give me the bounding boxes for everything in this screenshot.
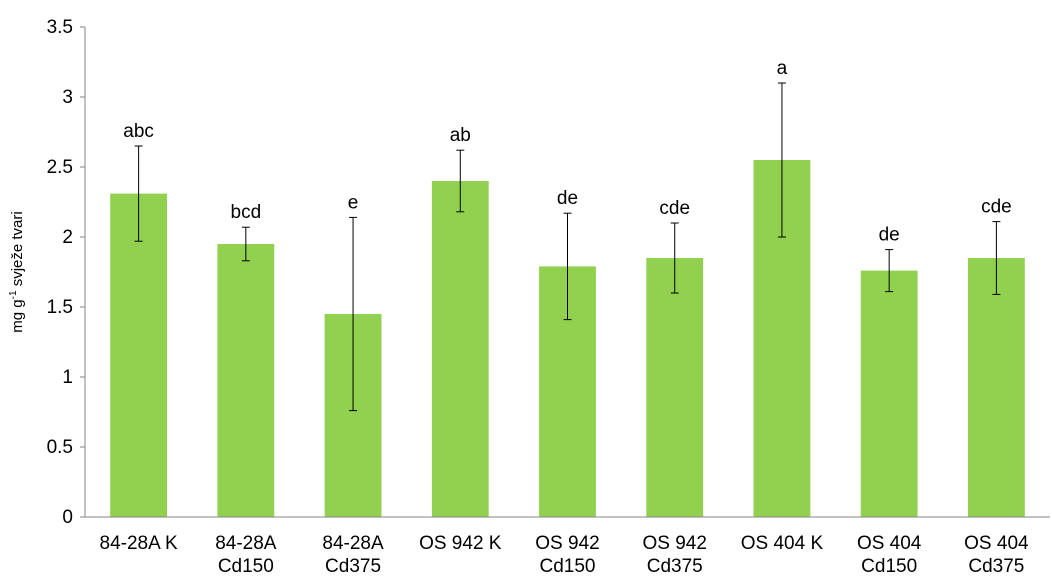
error-bar	[777, 82, 786, 238]
category-label-line: OS 404 K	[741, 533, 824, 554]
category-label-line: 84-28A K	[100, 533, 178, 554]
y-tick-label: 2.5	[47, 157, 73, 178]
y-tick-label: 3.5	[47, 17, 73, 38]
significance-label: bcd	[231, 202, 262, 223]
significance-label: cde	[659, 198, 690, 219]
significance-label: a	[777, 58, 788, 79]
significance-label: e	[348, 192, 359, 213]
bar	[110, 193, 168, 517]
bar	[646, 258, 704, 517]
category-label-line: OS 404	[857, 533, 922, 554]
category-label: OS 942 Cd150	[535, 533, 599, 576]
y-tick-label: 0	[62, 507, 73, 528]
category-label-line: Cd150	[540, 556, 596, 576]
bars	[110, 160, 1025, 517]
category-label-line: Cd375	[325, 556, 381, 576]
significance-labels: abc bcd e ab de cde a de cde	[123, 58, 1011, 246]
significance-label: ab	[450, 125, 471, 146]
category-label-line: OS 942	[535, 533, 599, 554]
y-tick-label: 1	[62, 367, 73, 388]
category-label-line: Cd375	[647, 556, 703, 576]
error-bar	[563, 212, 572, 321]
category-label: OS 942 K	[419, 533, 502, 554]
category-label: OS 404 Cd150	[857, 533, 922, 576]
category-label-line: 84-28A	[322, 533, 384, 554]
category-label-line: Cd375	[968, 556, 1024, 576]
y-tick-label: 3	[62, 87, 73, 108]
error-bar	[456, 149, 465, 213]
y-axis-label-sup: -1	[8, 290, 19, 299]
significance-label: cde	[981, 197, 1012, 218]
category-label: OS 404 Cd375	[964, 533, 1029, 576]
y-tick-label: 0.5	[47, 437, 73, 458]
significance-label: de	[557, 188, 578, 209]
category-label: 84-28A K	[100, 533, 178, 554]
y-axis-label: mg g-1 svježe tvari	[8, 211, 26, 332]
category-label: OS 404 K	[741, 533, 824, 554]
error-bar	[134, 145, 143, 242]
y-tick-label: 2	[62, 227, 73, 248]
error-bar	[670, 222, 679, 294]
category-label-line: OS 942	[643, 533, 707, 554]
error-bar	[992, 221, 1001, 295]
category-label-line: OS 942 K	[419, 533, 502, 554]
y-axis-label-main: mg g	[9, 299, 26, 332]
category-label-line: 84-28A	[215, 533, 277, 554]
significance-label: de	[879, 225, 900, 246]
error-bar	[349, 216, 358, 412]
bar	[431, 181, 489, 517]
category-label-line: Cd150	[861, 556, 917, 576]
bar	[217, 244, 275, 517]
error-bar	[885, 249, 894, 293]
error-bars	[134, 82, 1001, 412]
category-label-line: Cd150	[218, 556, 274, 576]
category-label: 84-28A Cd375	[322, 533, 384, 576]
category-label: 84-28A Cd150	[215, 533, 277, 576]
bar	[860, 270, 918, 517]
error-bar	[241, 226, 250, 262]
category-label: OS 942 Cd375	[643, 533, 707, 576]
y-axis-label-rest: svježe tvari	[9, 211, 26, 290]
y-tick-label: 1.5	[47, 297, 73, 318]
bar	[967, 258, 1025, 517]
category-label-line: OS 404	[964, 533, 1029, 554]
y-tick-labels: 0 0.5 1 1.5 2 2.5 3 3.5	[47, 17, 85, 528]
significance-label: abc	[123, 121, 154, 142]
